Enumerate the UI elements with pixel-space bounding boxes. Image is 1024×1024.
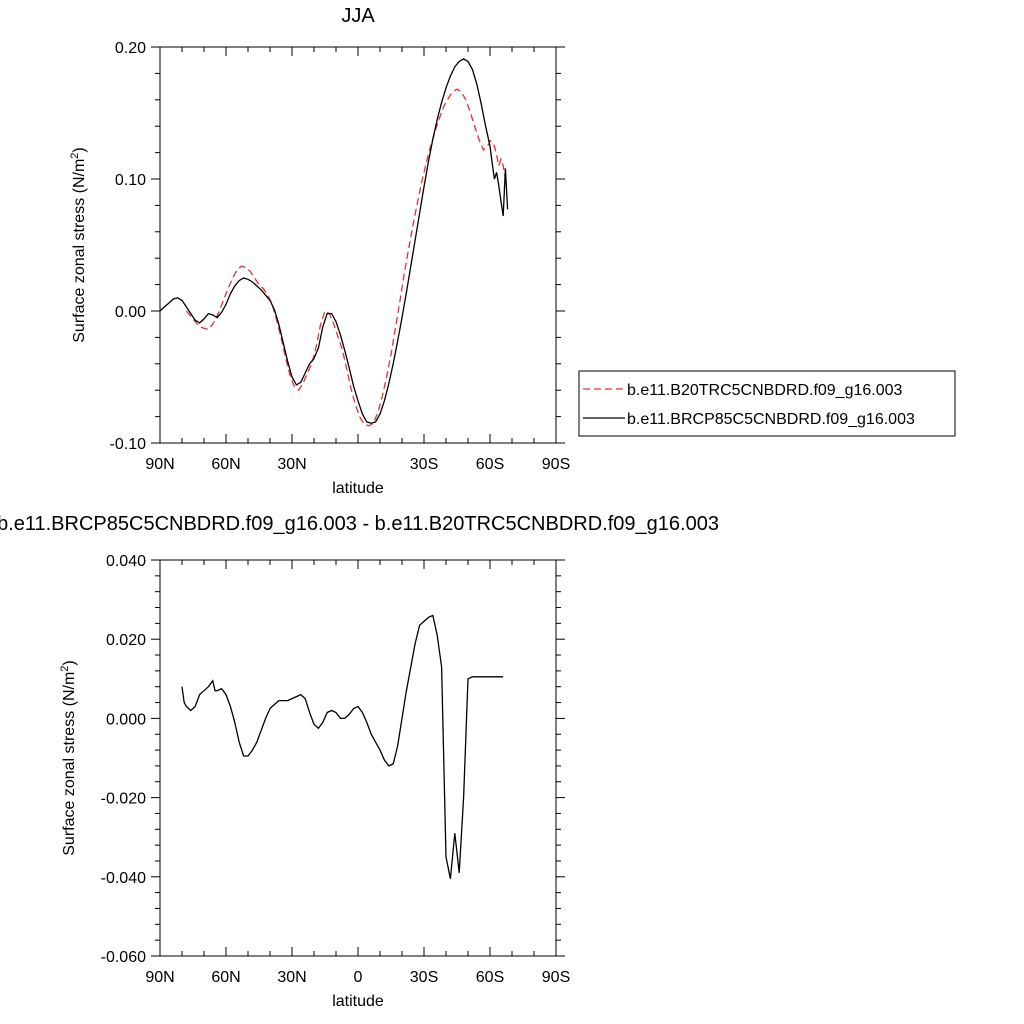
y-tick-label: -0.040 <box>101 870 146 887</box>
x-tick-label: 60S <box>476 456 504 473</box>
x-tick-label: 90S <box>542 969 570 986</box>
legend-label: b.e11.B20TRC5CNBDRD.f09_g16.003 <box>627 382 903 399</box>
top-plot-title: JJA <box>341 5 375 27</box>
x-tick-label: 90S <box>542 456 570 473</box>
series-line-0 <box>181 614 504 879</box>
y-tick-label: -0.10 <box>110 436 147 453</box>
x-tick-label: 90N <box>145 456 174 473</box>
series-line-0 <box>185 88 507 427</box>
y-axis-title-text: Surface zonal stress (N/m <box>71 159 88 343</box>
y-tick-label: -0.020 <box>101 791 146 808</box>
x-tick-label: 30N <box>277 969 306 986</box>
legend-box <box>578 370 956 437</box>
y-tick-label: 0.020 <box>106 632 146 649</box>
x-tick-label: 30S <box>410 456 438 473</box>
y-axis-title-text: Surface zonal stress (N/m <box>61 672 78 856</box>
top-legend: b.e11.B20TRC5CNBDRD.f09_g16.003 b.e11.BRC… <box>578 370 956 437</box>
y-axis-title-superscript: 2 <box>69 153 81 159</box>
y-axis-title: Surface zonal stress (N/m2) <box>59 660 78 856</box>
y-tick-label: 0.000 <box>106 711 146 728</box>
y-axis-title-close: ) <box>61 660 78 665</box>
x-tick-label: 30S <box>410 969 438 986</box>
bottom-plot: 90N 60N 30N 0 30S 60S 90S -0.060 -0.040 -0.020 0.0… <box>59 553 570 1010</box>
y-tick-label: 0.20 <box>115 40 146 57</box>
x-tick-label: 30N <box>277 456 306 473</box>
x-tick-label: 60S <box>476 969 504 986</box>
x-axis-title: latitude <box>332 993 384 1010</box>
top-plot: 90N 60N 30N 30S 60S 90S -0.10 0.00 0.10 0.20 latit… <box>69 40 570 497</box>
y-axis-title-close: ) <box>71 147 88 152</box>
plot-frame <box>159 559 557 957</box>
legend-label: b.e11.BRCP85C5CNBDRD.f09_g16.003 <box>627 411 915 428</box>
y-tick-label: 0.00 <box>115 304 146 321</box>
x-tick-label: 60N <box>211 456 240 473</box>
y-tick-label: 0.040 <box>106 553 146 570</box>
series-line-1 <box>159 58 509 424</box>
y-axis-title-superscript: 2 <box>59 666 71 672</box>
bottom-plot-title: b.e11.BRCP85C5CNBDRD.f09_g16.003 - b.e11… <box>0 513 719 535</box>
y-tick-label: -0.060 <box>101 949 146 966</box>
x-axis-title: latitude <box>332 480 384 497</box>
x-tick-label: 0 <box>354 969 363 986</box>
y-tick-label: 0.10 <box>115 172 146 189</box>
x-tick-label: 90N <box>145 969 174 986</box>
plot-frame <box>159 46 557 444</box>
y-axis-title: Surface zonal stress (N/m2) <box>69 147 88 343</box>
x-tick-label: 60N <box>211 969 240 986</box>
